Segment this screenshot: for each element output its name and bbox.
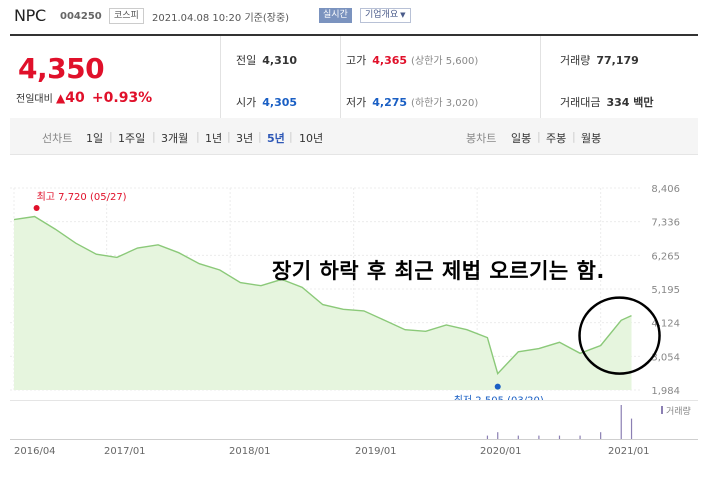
divider <box>220 36 221 120</box>
high-label: 최고 7,720 (05/27) <box>37 191 127 203</box>
volume-bar <box>600 432 602 439</box>
y-tick-label: 8,406 <box>651 184 680 195</box>
realtime-button[interactable]: 실시간 <box>319 8 352 23</box>
annotation-circle <box>578 296 661 375</box>
volume-bar <box>630 418 633 439</box>
price-chart: 8,406 7,336 6,265 5,195 4,124 3,054 1,984 최고 7,… <box>10 184 680 400</box>
high-marker <box>33 205 40 211</box>
y-tick-label: 3,054 <box>651 352 680 363</box>
x-tick-label: 2016/04 <box>14 446 56 457</box>
low-cell: 저가 4,275 (하한가 3,020) <box>346 96 479 109</box>
candle-chart-label: 봉차트 <box>466 132 497 145</box>
chevron-down-icon: ▼ <box>400 11 406 19</box>
x-tick-label: 2021/01 <box>608 446 650 457</box>
tab-period-10y[interactable]: 10년 <box>299 132 324 145</box>
price-change: 전일대비 ▲40 +0.93% <box>16 90 152 106</box>
line-chart-label: 선차트 <box>42 132 73 145</box>
volume-bar <box>558 435 561 439</box>
market-badge: 코스피 <box>109 8 144 24</box>
tab-weekly-candle[interactable]: 주봉 <box>546 132 567 145</box>
change-label: 전일대비 <box>16 94 53 105</box>
open-cell: 시가 4,305 <box>236 96 298 109</box>
x-tick-label: 2018/01 <box>229 446 271 457</box>
low-marker <box>494 383 501 390</box>
y-tick-label: 6,265 <box>651 251 680 262</box>
low-label: 최저 2,505 (03/20) <box>454 395 544 400</box>
high-cell: 고가 4,365 (상한가 5,600) <box>346 54 479 67</box>
turnover-cell: 거래대금 334 백만 <box>560 96 654 109</box>
volume-legend-swatch <box>661 406 663 414</box>
y-tick-label: 4,124 <box>651 319 680 330</box>
x-tick-label: 2017/01 <box>104 446 146 457</box>
current-price: 4,350 <box>18 52 105 85</box>
volume-bar <box>538 435 540 439</box>
timestamp: 2021.04.08 10:20 기준(장중) <box>152 13 290 24</box>
volume-chart: 거래량 <box>10 400 698 440</box>
tab-monthly-candle[interactable]: 월봉 <box>581 132 602 145</box>
volume-bar <box>497 432 499 439</box>
volume-bar <box>579 435 581 439</box>
tab-period-1w[interactable]: 1주일 <box>118 132 146 145</box>
tab-period-5y[interactable]: 5년 <box>267 132 285 145</box>
annotation-text: 장기 하락 후 최근 제법 오르기는 함. <box>272 259 605 283</box>
divider <box>540 36 541 120</box>
company-info-button[interactable]: 기업개요 ▼ <box>360 8 411 23</box>
quote-box: 4,350 전일대비 ▲40 +0.93% 전일 4,310 시가 4,305 고가… <box>10 34 698 121</box>
volume-cell: 거래량 77,179 <box>560 54 639 67</box>
price-area <box>14 216 632 390</box>
tab-period-1d[interactable]: 1일 <box>86 132 104 145</box>
stock-name: NPC <box>14 6 46 25</box>
volume-bar <box>486 435 489 439</box>
divider <box>340 36 341 120</box>
y-tick-label: 1,984 <box>651 386 680 397</box>
stock-header: NPC 004250 코스피 2021.04.08 10:20 기준(장중) 실… <box>0 0 709 34</box>
tab-period-3y[interactable]: 3년 <box>236 132 254 145</box>
prev-close-cell: 전일 4,310 <box>236 54 298 67</box>
x-tick-label: 2020/01 <box>480 446 522 457</box>
y-tick-label: 7,336 <box>651 218 680 229</box>
tab-period-1y[interactable]: 1년 <box>205 132 223 145</box>
tab-period-3m[interactable]: 3개월 <box>161 132 189 145</box>
price-line <box>13 215 632 375</box>
x-tick-label: 2019/01 <box>355 446 397 457</box>
stock-code: 004250 <box>60 11 102 22</box>
y-tick-label: 5,195 <box>651 285 680 296</box>
volume-bar <box>620 405 622 439</box>
tab-daily-candle[interactable]: 일봉 <box>511 132 532 145</box>
change-amount: 40 <box>65 90 85 106</box>
up-arrow-icon: ▲ <box>56 91 66 105</box>
chart-tabs: 선차트 1일 | 1주일 | 3개월 | 1년 | 3년 | 5년 | 10년 … <box>10 118 698 155</box>
change-percent: +0.93% <box>91 90 153 106</box>
volume-legend-label: 거래량 <box>666 405 691 417</box>
volume-bar <box>517 435 519 439</box>
